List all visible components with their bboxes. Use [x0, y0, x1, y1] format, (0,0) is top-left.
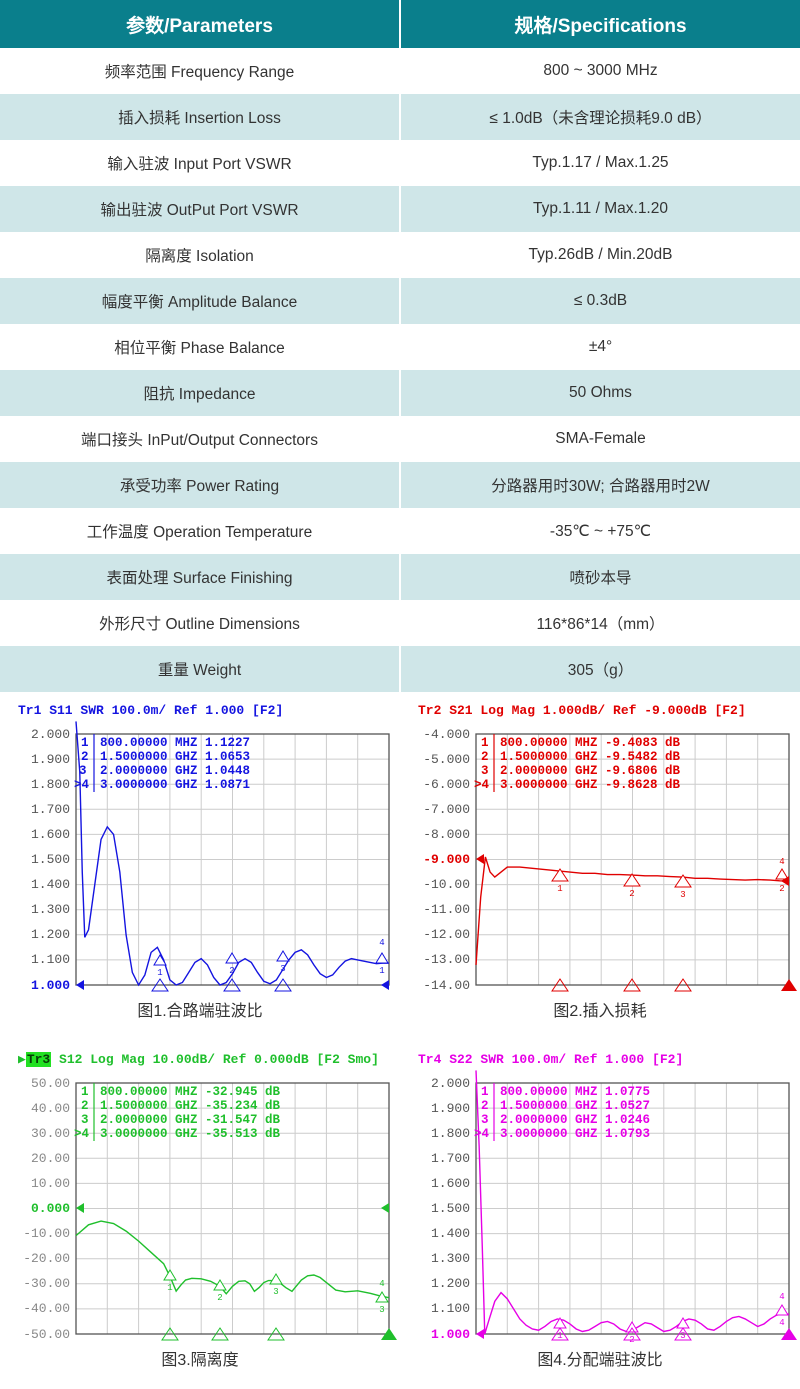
svg-text:0.000: 0.000	[31, 1201, 70, 1216]
svg-text:800.00000 MHZ 1.1227: 800.00000 MHZ 1.1227	[100, 736, 250, 750]
svg-text:1.800: 1.800	[31, 777, 70, 792]
svg-text:-9.000: -9.000	[423, 852, 470, 867]
svg-text:2: 2	[229, 966, 234, 976]
svg-text:3.0000000 GHZ 1.0793: 3.0000000 GHZ 1.0793	[500, 1127, 650, 1141]
svg-text:1.000: 1.000	[31, 978, 70, 993]
svg-text:2.000: 2.000	[31, 727, 70, 742]
svg-text:-7.000: -7.000	[423, 802, 470, 817]
svg-text:1.600: 1.600	[431, 1176, 470, 1191]
svg-text:4: 4	[379, 1279, 384, 1289]
svg-text:4: 4	[779, 1318, 784, 1328]
svg-text:4: 4	[779, 857, 784, 867]
svg-text:1: 1	[557, 884, 562, 894]
svg-text:-13.00: -13.00	[423, 952, 470, 967]
svg-text:-20.00: -20.00	[23, 1251, 70, 1266]
svg-text:2.0000000 GHZ 1.0448: 2.0000000 GHZ 1.0448	[100, 764, 250, 778]
svg-text:2.000: 2.000	[431, 1076, 470, 1091]
svg-text:-11.00: -11.00	[423, 902, 470, 917]
svg-text:>4: >4	[474, 778, 490, 792]
svg-text:1.400: 1.400	[31, 877, 70, 892]
svg-text:3: 3	[481, 764, 489, 778]
svg-text:4: 4	[379, 938, 384, 948]
svg-text:1.300: 1.300	[31, 902, 70, 917]
svg-text:-4.000: -4.000	[423, 727, 470, 742]
svg-text:1.900: 1.900	[431, 1101, 470, 1116]
svg-text:3.0000000 GHZ -35.513 dB: 3.0000000 GHZ -35.513 dB	[100, 1127, 281, 1141]
svg-text:1.200: 1.200	[431, 1276, 470, 1291]
svg-text:3: 3	[481, 1113, 489, 1127]
svg-text:1.700: 1.700	[31, 802, 70, 817]
svg-text:4: 4	[779, 1292, 784, 1302]
svg-text:2: 2	[779, 884, 784, 894]
svg-text:1.5000000 GHZ -35.234 dB: 1.5000000 GHZ -35.234 dB	[100, 1099, 281, 1113]
svg-text:1.500: 1.500	[431, 1201, 470, 1216]
svg-text:-10.00: -10.00	[423, 877, 470, 892]
svg-text:1.5000000 GHZ -9.5482 dB: 1.5000000 GHZ -9.5482 dB	[500, 750, 681, 764]
svg-text:3.0000000 GHZ -9.8628 dB: 3.0000000 GHZ -9.8628 dB	[500, 778, 681, 792]
svg-text:3: 3	[81, 1113, 89, 1127]
svg-text:2: 2	[81, 1099, 89, 1113]
svg-text:1.100: 1.100	[31, 952, 70, 967]
svg-text:800.00000 MHZ -9.4083 dB: 800.00000 MHZ -9.4083 dB	[500, 736, 681, 750]
svg-text:-10.00: -10.00	[23, 1226, 70, 1241]
svg-text:1.500: 1.500	[31, 852, 70, 867]
svg-text:30.00: 30.00	[31, 1126, 70, 1141]
svg-text:1: 1	[379, 966, 384, 976]
svg-text:2.0000000 GHZ -9.6806 dB: 2.0000000 GHZ -9.6806 dB	[500, 764, 681, 778]
svg-text:1.600: 1.600	[31, 827, 70, 842]
svg-text:1.900: 1.900	[31, 752, 70, 767]
svg-text:3: 3	[273, 1287, 278, 1297]
svg-text:2: 2	[481, 1099, 489, 1113]
svg-text:1.400: 1.400	[431, 1226, 470, 1241]
svg-text:>4: >4	[74, 1127, 90, 1141]
svg-text:-8.000: -8.000	[423, 827, 470, 842]
svg-text:-5.000: -5.000	[423, 752, 470, 767]
svg-text:1: 1	[167, 1283, 172, 1293]
svg-text:1.5000000 GHZ 1.0527: 1.5000000 GHZ 1.0527	[500, 1099, 650, 1113]
svg-text:2: 2	[629, 889, 634, 899]
svg-text:1.100: 1.100	[431, 1301, 470, 1316]
svg-text:1.000: 1.000	[431, 1327, 470, 1342]
svg-text:800.00000 MHZ -32.945 dB: 800.00000 MHZ -32.945 dB	[100, 1085, 281, 1099]
svg-text:20.00: 20.00	[31, 1151, 70, 1166]
svg-text:-30.00: -30.00	[23, 1276, 70, 1291]
svg-text:1: 1	[481, 736, 489, 750]
svg-text:1: 1	[81, 736, 89, 750]
svg-text:3: 3	[280, 964, 285, 974]
svg-text:10.00: 10.00	[31, 1176, 70, 1191]
svg-text:3.0000000 GHZ 1.0871: 3.0000000 GHZ 1.0871	[100, 778, 250, 792]
svg-text:-12.00: -12.00	[423, 927, 470, 942]
svg-text:2: 2	[217, 1293, 222, 1303]
svg-text:2: 2	[81, 750, 89, 764]
svg-text:1.800: 1.800	[431, 1126, 470, 1141]
svg-text:1.300: 1.300	[431, 1251, 470, 1266]
svg-text:40.00: 40.00	[31, 1101, 70, 1116]
svg-text:-50.00: -50.00	[23, 1327, 70, 1342]
svg-text:800.00000 MHZ 1.0775: 800.00000 MHZ 1.0775	[500, 1085, 650, 1099]
svg-text:1.5000000 GHZ 1.0653: 1.5000000 GHZ 1.0653	[100, 750, 250, 764]
svg-text:2.0000000 GHZ -31.547 dB: 2.0000000 GHZ -31.547 dB	[100, 1113, 281, 1127]
svg-text:-6.000: -6.000	[423, 777, 470, 792]
svg-text:1.200: 1.200	[31, 927, 70, 942]
svg-text:1: 1	[81, 1085, 89, 1099]
svg-text:-14.00: -14.00	[423, 978, 470, 993]
svg-text:-40.00: -40.00	[23, 1301, 70, 1316]
svg-text:3: 3	[680, 890, 685, 900]
svg-text:2.0000000 GHZ 1.0246: 2.0000000 GHZ 1.0246	[500, 1113, 650, 1127]
svg-text:>4: >4	[74, 778, 90, 792]
svg-text:>4: >4	[474, 1127, 490, 1141]
svg-text:50.00: 50.00	[31, 1076, 70, 1091]
svg-text:1: 1	[481, 1085, 489, 1099]
svg-text:3: 3	[379, 1305, 384, 1315]
svg-text:1.700: 1.700	[431, 1151, 470, 1166]
svg-text:2: 2	[481, 750, 489, 764]
svg-text:1: 1	[157, 968, 162, 978]
